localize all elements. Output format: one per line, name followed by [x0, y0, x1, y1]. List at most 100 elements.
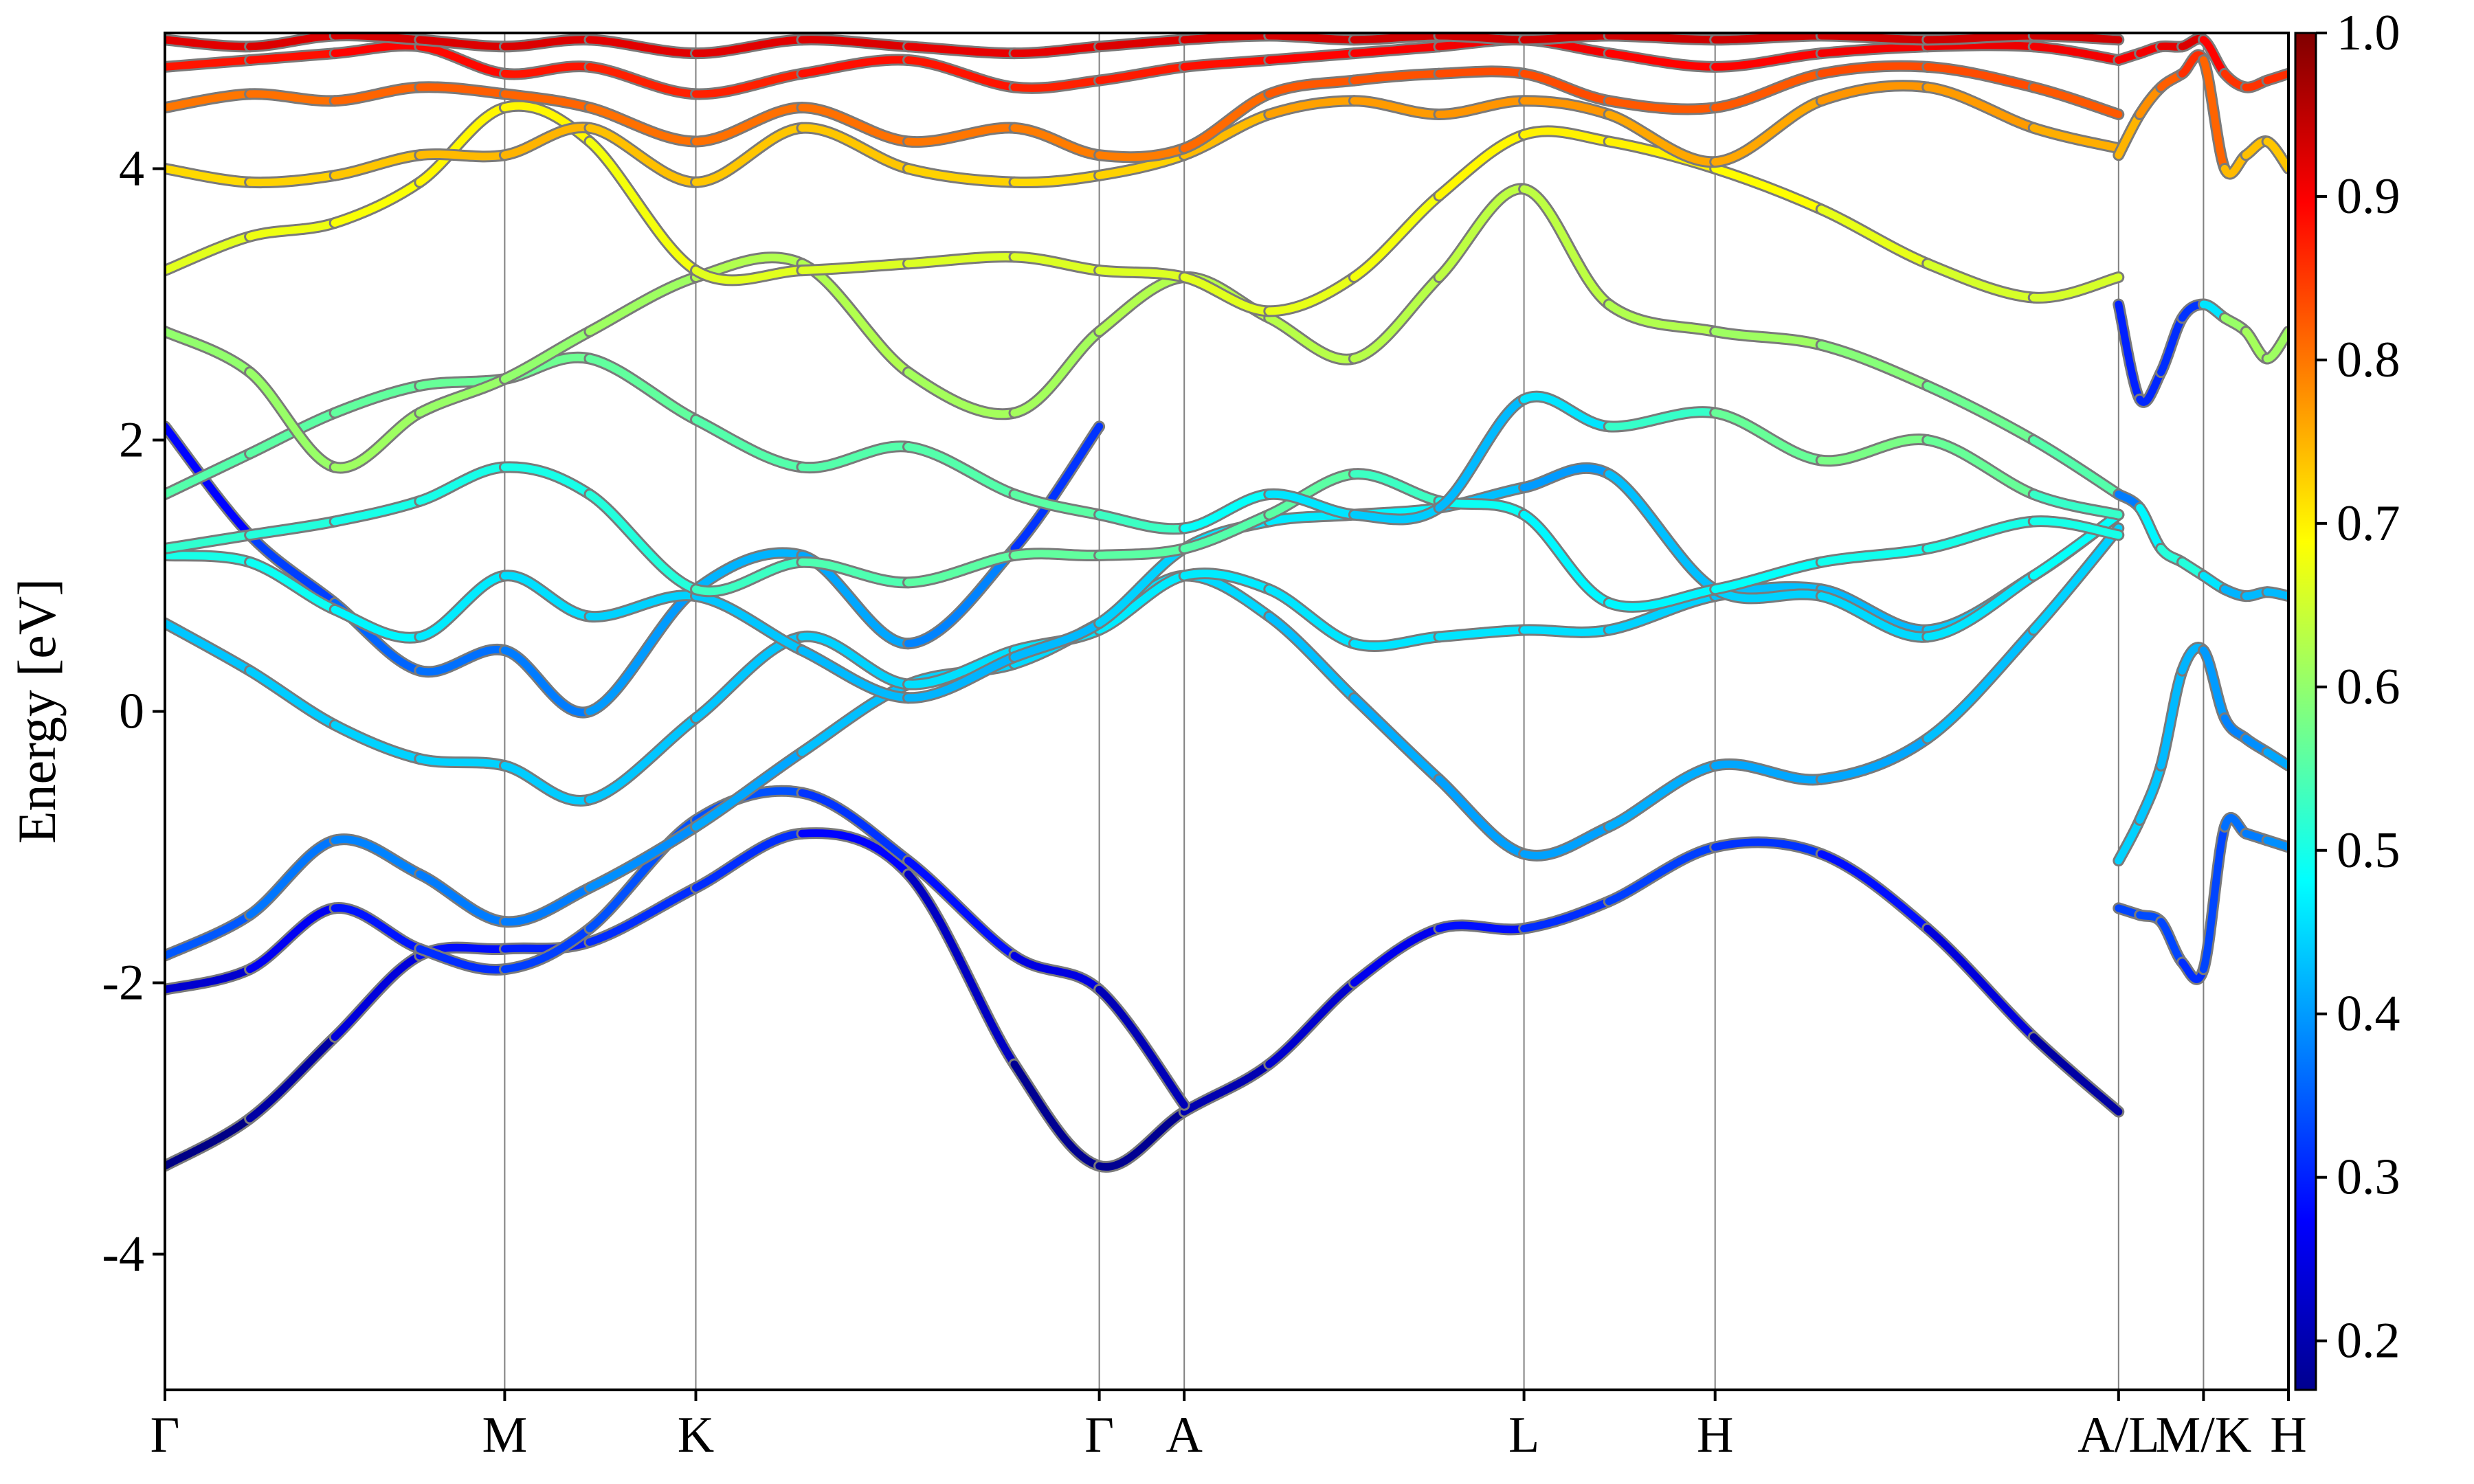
band-0-segment-18 — [1817, 850, 1932, 932]
band-9-segment-19 — [1924, 260, 2038, 302]
ytick-label-1: -2 — [102, 955, 144, 1011]
band-12-segment-19 — [1924, 41, 2038, 51]
colorbar-tick-label-4: 0.6 — [2337, 659, 2400, 715]
band-11-segment-18 — [1817, 62, 1932, 78]
band-6-segment-5 — [586, 491, 700, 594]
band-5-segment-18 — [1817, 592, 1932, 641]
band-4-segment-6 — [692, 549, 806, 594]
band-5-segment-5 — [586, 592, 700, 621]
band-6-segment-7 — [798, 558, 912, 587]
band-3-segment-12 — [1265, 585, 1358, 648]
band-12-segment-9 — [1010, 76, 1104, 92]
band-13-segment-9 — [1010, 43, 1104, 58]
band-1-segment-3 — [416, 945, 509, 974]
band-10-segment-7 — [798, 124, 912, 172]
xtick-label-9: H — [2270, 1407, 2306, 1463]
colorbar-tick-label-7: 0.9 — [2337, 168, 2400, 225]
band-8 — [165, 183, 2125, 500]
band-9-segment-15 — [1520, 127, 1613, 146]
band-0-segment-13 — [1350, 925, 1443, 987]
band-7-segment-9 — [1010, 491, 1104, 519]
band-10-segment-3 — [416, 150, 509, 161]
band-12-segment-11 — [1180, 56, 1273, 71]
band-17-segment-3 — [2178, 958, 2207, 983]
band-0-segment-9 — [1010, 1060, 1104, 1170]
band-12-segment-0 — [165, 56, 254, 71]
band-0-segment-19 — [1924, 925, 2038, 1041]
band-0-segment-12 — [1265, 979, 1358, 1068]
band-8-segment-14 — [1435, 185, 1528, 281]
band-0-segment-6 — [692, 829, 806, 892]
band-13-segment-1 — [246, 33, 339, 51]
band-13 — [165, 33, 2125, 60]
y-axis-label: Energy [eV] — [7, 578, 67, 844]
xtick-label-5: L — [1508, 1407, 1539, 1463]
band-11-segment-13 — [1350, 69, 1443, 85]
band-8-segment-3 — [416, 375, 509, 417]
band-3-segment-15 — [1520, 626, 1613, 636]
band-8-segment-1 — [246, 368, 339, 471]
band-7-segment-20 — [2029, 491, 2123, 519]
band-6-segment-1 — [246, 517, 339, 539]
band-13-segment-17 — [1711, 33, 1825, 44]
band-11 — [165, 60, 2125, 164]
colorbar-ticks: 0.2 0.3 0.4 0.5 0.6 0.7 0.8 0.9 1.0 — [2316, 5, 2400, 1369]
band-11-segment-11 — [1180, 90, 1273, 153]
band-13-segment-2 — [331, 33, 424, 44]
band-0-segment-2 — [331, 952, 424, 1041]
band-4-segment-3 — [416, 645, 509, 676]
xtick-label-2: K — [678, 1407, 714, 1463]
band-9-segment-10 — [1095, 267, 1188, 281]
band-3-segment-5 — [586, 714, 700, 804]
band-11-segment-7 — [798, 104, 912, 146]
band-12-segment-10 — [1095, 63, 1188, 85]
xtick-label-1: M — [482, 1407, 527, 1463]
band-6-segment-3 — [416, 463, 509, 505]
band-11-segment-15 — [1520, 69, 1613, 105]
band-9-segment-20 — [2029, 273, 2123, 302]
band-13-segment-16 — [1605, 33, 1719, 44]
band-0-segment-11 — [1180, 1060, 1273, 1116]
band-6-segment-16 — [1605, 585, 1719, 611]
band-10-segment-10 — [1095, 151, 1188, 179]
band-11-segment-10 — [1095, 144, 1188, 161]
band-11-segment-17 — [1711, 69, 1825, 112]
band-18-segment-0 — [2115, 111, 2144, 159]
colorbar-tick-label-3: 0.5 — [2337, 822, 2400, 879]
band-5-segment-3 — [416, 572, 509, 641]
band-13-segment-13 — [1350, 33, 1443, 44]
band-2-segment-13 — [1350, 694, 1443, 783]
band-8-segment-4 — [500, 328, 594, 383]
band-7-segment-12 — [1265, 490, 1358, 519]
band-10-segment-1 — [246, 171, 339, 187]
band-7-segment-11 — [1180, 491, 1273, 532]
band-9-segment-3 — [416, 104, 509, 186]
band-10-segment-17 — [1711, 97, 1825, 166]
band-10-segment-4 — [500, 124, 594, 159]
band-0-segment-1 — [246, 1033, 339, 1123]
band-13-segment-5 — [586, 36, 700, 58]
colorbar — [2294, 32, 2317, 1391]
band-14 — [2113, 298, 2288, 408]
band-10-segment-13 — [1350, 97, 1443, 118]
band-10-segment-6 — [692, 124, 806, 186]
band-10-segment-2 — [331, 151, 424, 179]
band-5-segment-0 — [165, 551, 254, 566]
band-10 — [165, 80, 2125, 189]
band-7-segment-6 — [692, 416, 806, 471]
band-7-segment-14 — [1435, 395, 1528, 512]
band-11-segment-16 — [1605, 97, 1719, 113]
band-11-segment-12 — [1265, 76, 1358, 98]
band-15 — [2113, 488, 2288, 603]
band-1-segment-10 — [1095, 985, 1188, 1109]
band-7-segment-13 — [1350, 504, 1443, 524]
y-axis: -4 -2 0 2 4 — [102, 141, 165, 1283]
band-10-segment-8 — [904, 165, 1018, 186]
band-5-segment-7 — [798, 647, 912, 702]
band-2-segment-17 — [1711, 760, 1825, 784]
band-0-segment-5 — [586, 884, 700, 946]
band-8-segment-20 — [2029, 436, 2123, 498]
band-14-segment-0 — [2115, 300, 2144, 403]
band-10-segment-9 — [1010, 171, 1104, 187]
